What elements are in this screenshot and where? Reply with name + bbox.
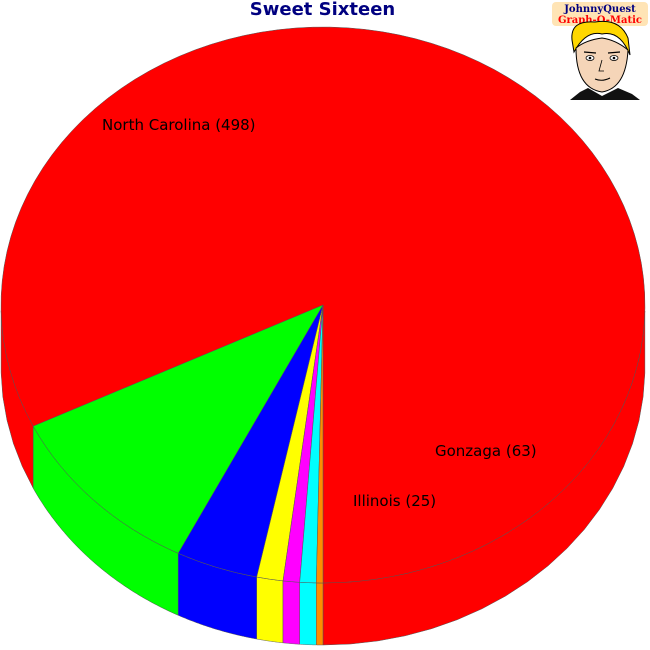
pie-side-5 (299, 582, 317, 646)
pie-side-4 (282, 580, 300, 645)
pie-slice-0 (0, 26, 646, 584)
logo-badge-background (552, 2, 648, 26)
cartoon-boy-icon (570, 20, 640, 100)
slice-label-1: Gonzaga (63) (435, 442, 537, 460)
chart-title: Sweet Sixteen (249, 0, 396, 20)
pie-side-6 (316, 582, 324, 646)
logo-line1: JohnnyQuest (563, 4, 636, 15)
logo-line2: Graph-O-Matic (558, 15, 642, 26)
pie-slice-6 (316, 304, 324, 584)
slice-label-0: North Carolina (498) (102, 116, 256, 134)
pie-slice-1 (32, 304, 324, 554)
graph-o-matic-logo: JohnnyQuest Graph-O-Matic (550, 0, 650, 100)
pie-side-3 (256, 576, 284, 644)
slice-label-2: Illinois (25) (353, 492, 436, 510)
